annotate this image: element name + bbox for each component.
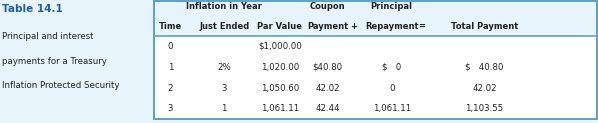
Text: Inflation in Year: Inflation in Year <box>187 2 262 11</box>
Text: 2: 2 <box>167 84 173 93</box>
Bar <box>154 1 597 119</box>
Text: 0: 0 <box>167 42 173 51</box>
Text: Par Value: Par Value <box>257 22 303 31</box>
Text: $40.80: $40.80 <box>313 63 343 72</box>
Text: 1: 1 <box>221 104 227 113</box>
Text: $1,000.00: $1,000.00 <box>258 42 302 51</box>
Text: 1,103.55: 1,103.55 <box>465 104 504 113</box>
Text: payments for a Treasury: payments for a Treasury <box>2 57 106 66</box>
Text: 3: 3 <box>221 84 227 93</box>
Text: 42.02: 42.02 <box>315 84 340 93</box>
Text: +: + <box>350 22 358 31</box>
Text: 42.44: 42.44 <box>315 104 340 113</box>
Text: 0: 0 <box>389 84 395 93</box>
Bar <box>154 78 597 99</box>
Text: 1,050.60: 1,050.60 <box>261 84 299 93</box>
Bar <box>154 1 597 119</box>
Text: 3: 3 <box>167 104 173 113</box>
Text: $   40.80: $ 40.80 <box>465 63 504 72</box>
Text: 1,061.11: 1,061.11 <box>261 104 299 113</box>
Text: Repayment: Repayment <box>365 22 419 31</box>
Text: $   0: $ 0 <box>382 63 401 72</box>
Bar <box>154 36 597 57</box>
Text: Inflation Protected Security: Inflation Protected Security <box>2 81 119 90</box>
Text: Total Payment: Total Payment <box>451 22 518 31</box>
Text: Table 14.1: Table 14.1 <box>2 4 63 14</box>
Text: Principal: Principal <box>371 2 413 11</box>
Text: 42.02: 42.02 <box>472 84 497 93</box>
Text: Just Ended: Just Ended <box>199 22 249 31</box>
Text: 1,061.11: 1,061.11 <box>373 104 411 113</box>
Bar <box>154 57 597 78</box>
Text: Payment: Payment <box>307 22 348 31</box>
Text: 1: 1 <box>167 63 173 72</box>
Text: =: = <box>418 22 425 31</box>
Text: Principal and interest: Principal and interest <box>2 32 93 41</box>
Text: 1,020.00: 1,020.00 <box>261 63 299 72</box>
Text: Coupon: Coupon <box>310 2 346 11</box>
Text: 2%: 2% <box>218 63 231 72</box>
Bar <box>154 99 597 119</box>
Text: Time: Time <box>159 22 182 31</box>
